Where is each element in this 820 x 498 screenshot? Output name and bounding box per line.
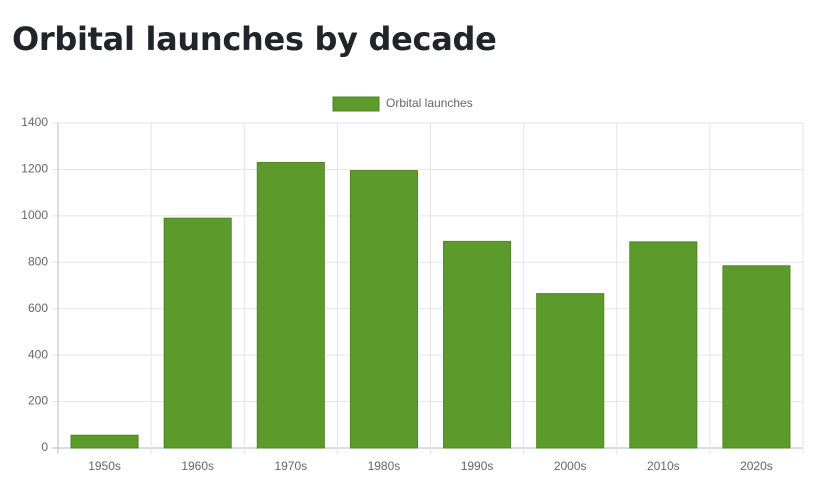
- bar: [256, 161, 325, 449]
- bar: [349, 170, 418, 449]
- y-tick-label: 600: [28, 301, 48, 315]
- bar: [536, 293, 605, 449]
- y-tick-label: 0: [41, 440, 48, 454]
- x-tick-label: 2020s: [740, 459, 773, 473]
- x-tick-label: 1960s: [181, 459, 214, 473]
- y-tick-label: 800: [28, 254, 48, 268]
- x-tick-label: 1980s: [368, 459, 401, 473]
- x-tick-label: 2010s: [647, 459, 680, 473]
- bar: [629, 241, 698, 449]
- legend-swatch: [332, 96, 380, 112]
- y-tick-label: 1000: [21, 208, 48, 222]
- bar: [443, 240, 512, 449]
- bar: [163, 217, 232, 449]
- page-title: Orbital launches by decade: [12, 20, 497, 58]
- x-tick-label: 1950s: [88, 459, 121, 473]
- x-tick-label: 1970s: [274, 459, 307, 473]
- x-tick-label: 2000s: [554, 459, 587, 473]
- x-tick-label: 1990s: [461, 459, 494, 473]
- bar: [722, 265, 791, 449]
- legend-label: Orbital launches: [386, 96, 473, 110]
- y-tick-label: 400: [28, 347, 48, 361]
- y-tick-label: 1400: [21, 115, 48, 129]
- bar: [70, 434, 139, 449]
- y-tick-label: 1200: [21, 162, 48, 176]
- y-tick-label: 200: [28, 394, 48, 408]
